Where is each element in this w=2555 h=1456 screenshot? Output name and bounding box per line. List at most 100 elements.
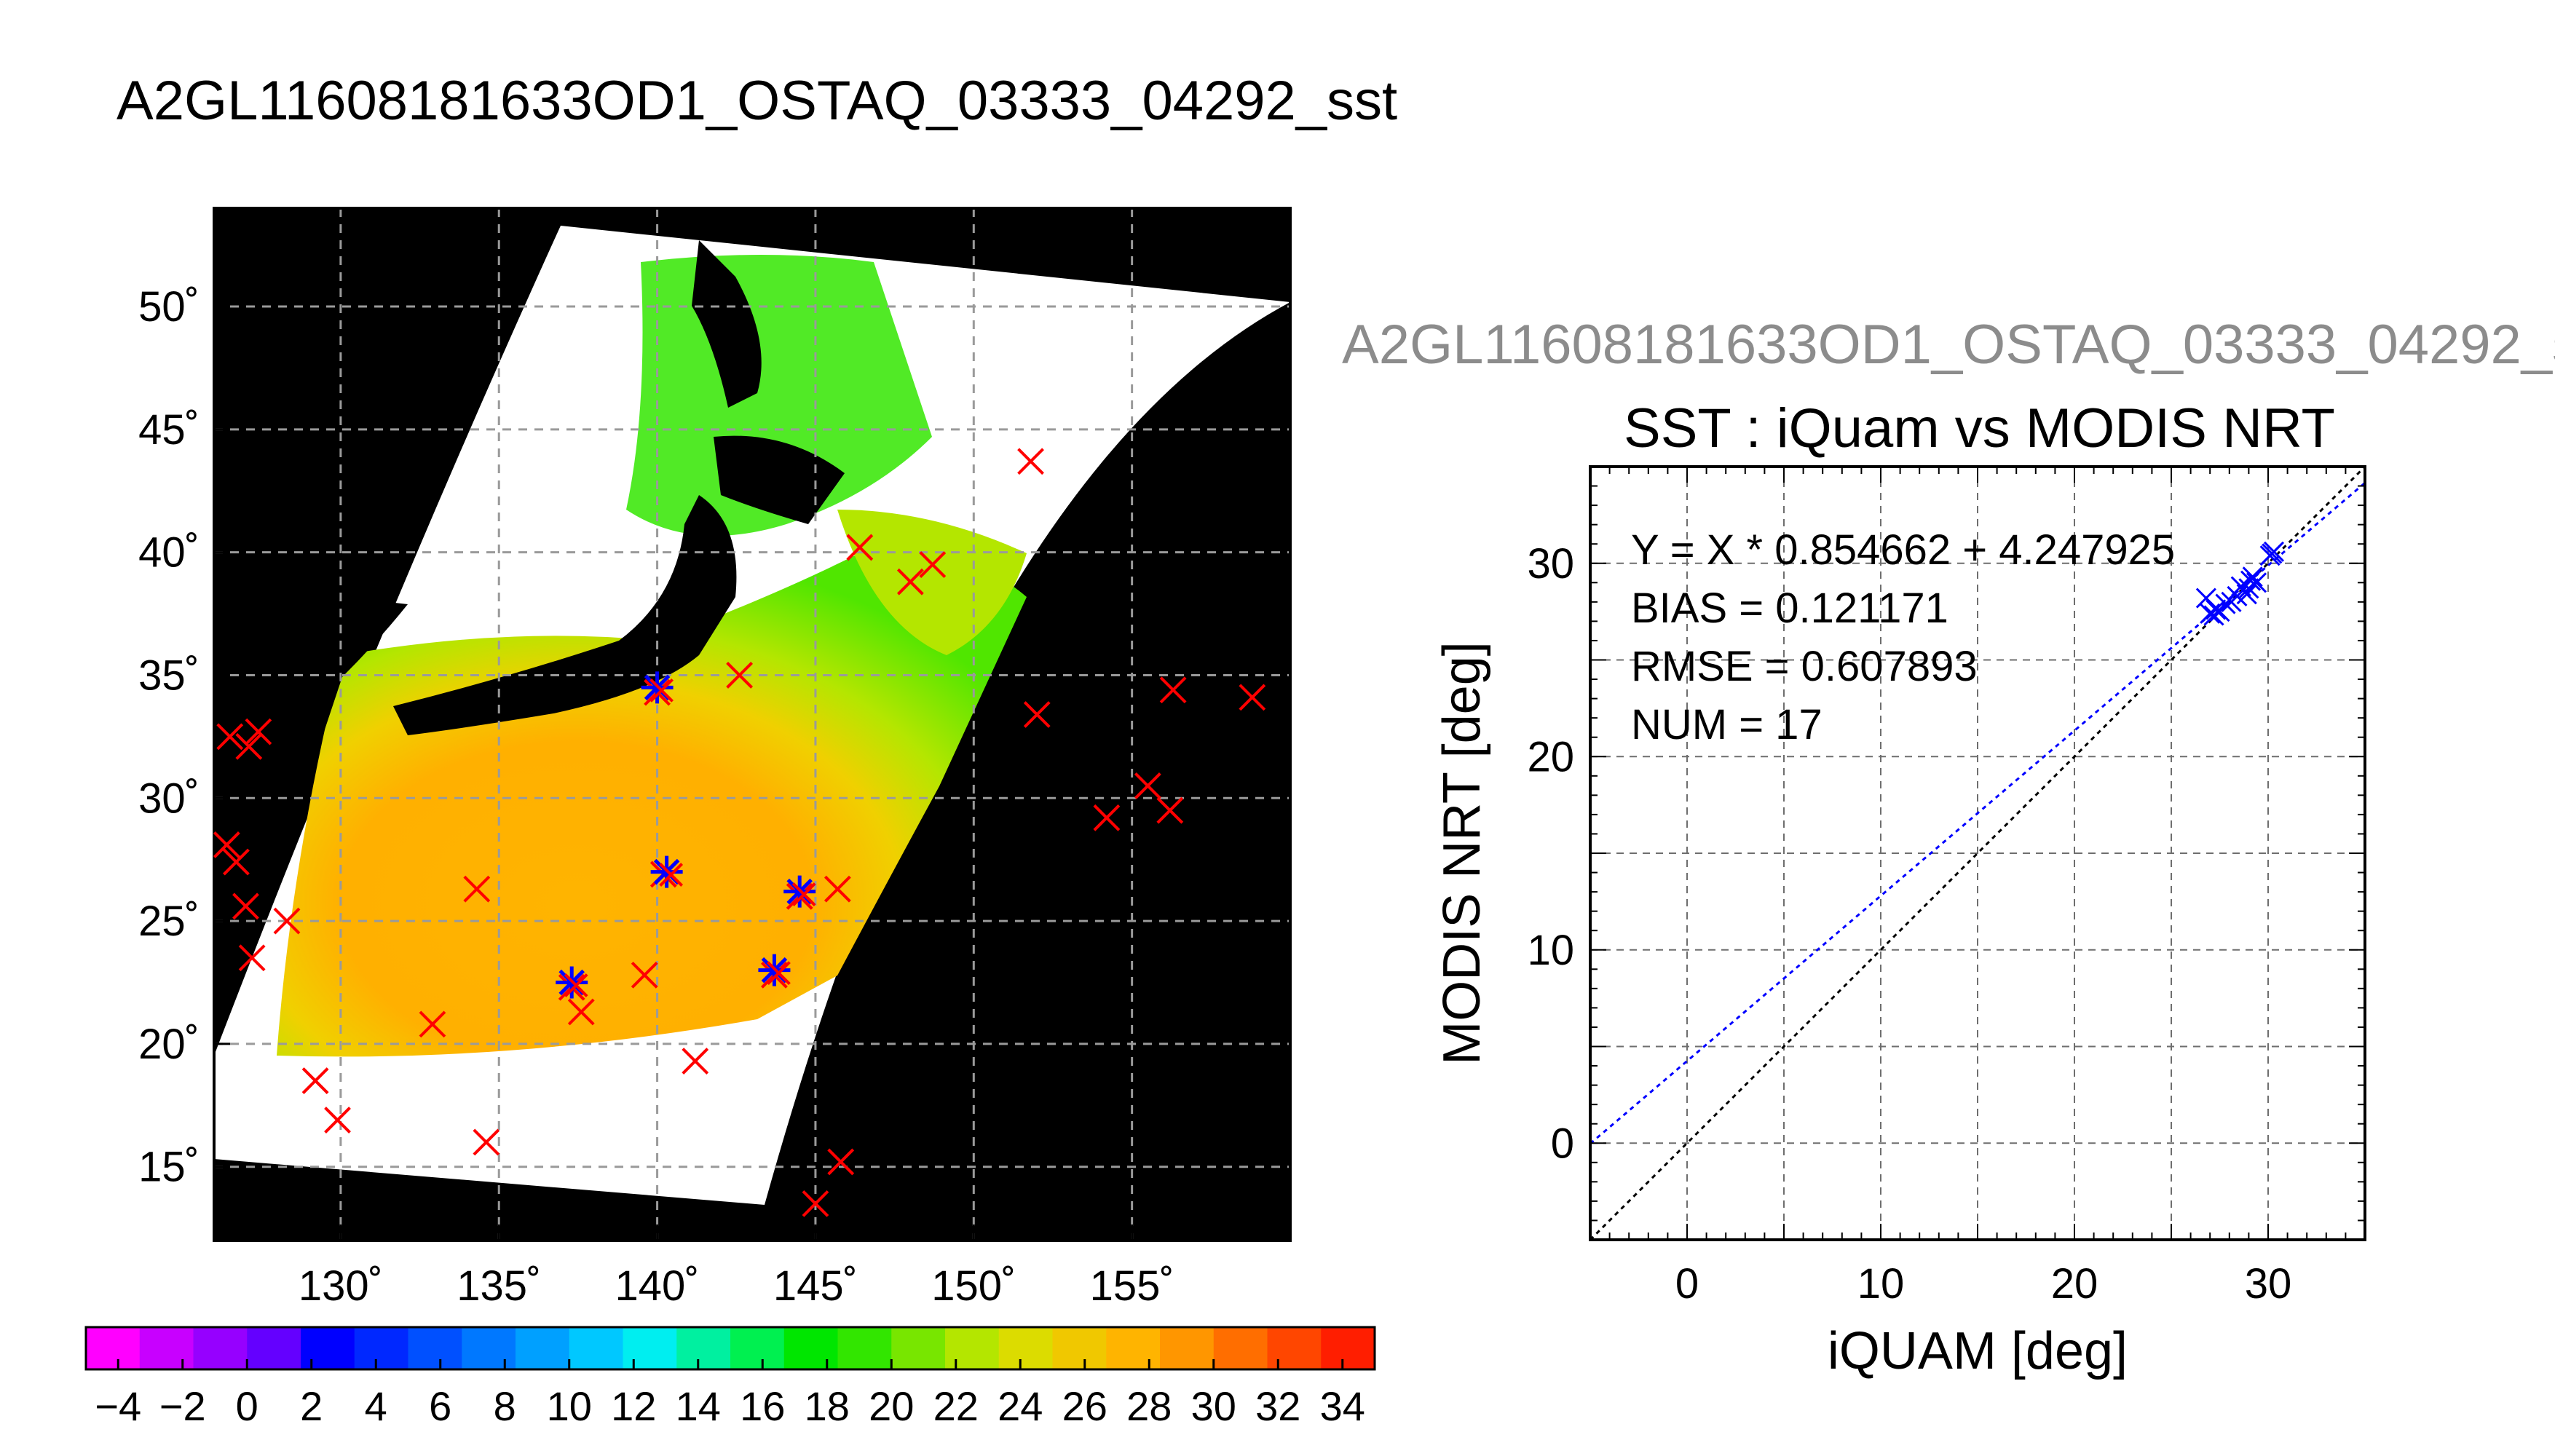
colorbar-swatch xyxy=(301,1327,355,1369)
colorbar-tick-label: 2 xyxy=(300,1383,323,1429)
map-y-tick-label: 30˚ xyxy=(138,775,200,822)
modis-matchup-marker xyxy=(650,855,684,888)
matchup-marker-stroke xyxy=(245,718,272,745)
matchup-marker-stroke xyxy=(631,961,658,989)
scatter-x-tick-label: 0 xyxy=(1675,1260,1699,1307)
map-y-tick-label: 15˚ xyxy=(138,1144,200,1191)
sst-warm-region xyxy=(277,545,1027,1057)
matchup-marker xyxy=(324,1107,351,1133)
colorbar-swatch xyxy=(408,1327,463,1369)
land-hokkaido xyxy=(714,435,845,524)
scatter-title: SST : iQuam vs MODIS NRT xyxy=(1624,397,2335,459)
matchup-marker xyxy=(273,907,301,935)
map-x-tick-label: 150˚ xyxy=(931,1262,1016,1310)
scatter-point xyxy=(2240,570,2262,591)
scatter-point-stroke xyxy=(2205,599,2227,620)
scatter-annotation: NUM = 17 xyxy=(1631,701,1823,748)
scatter-point-stroke xyxy=(2242,566,2263,587)
scatter-y-tick-label: 30 xyxy=(1527,540,1574,587)
scatter-point-stroke xyxy=(2240,570,2262,591)
matchup-marker-stroke xyxy=(824,875,851,903)
matchup-marker xyxy=(238,944,266,972)
matchup-marker-stroke xyxy=(682,1048,709,1075)
matchup-marker-stroke xyxy=(235,732,263,760)
map-y-tick-label: 45˚ xyxy=(138,406,200,454)
matchup-marker xyxy=(463,875,491,903)
colorbar-tick-label: 32 xyxy=(1255,1383,1300,1429)
scatter-figure-title: A2GL11608181633OD1_OSTAQ_03333_04292_s xyxy=(1342,314,2555,376)
matchup-marker xyxy=(232,893,259,920)
map-y-tick-label: 40˚ xyxy=(138,529,200,577)
modis-marker-red-stroke xyxy=(564,973,588,997)
matchup-marker-stroke xyxy=(216,723,244,751)
scatter-annotation: Y = X * 0.854662 + 4.247925 xyxy=(1631,526,2175,574)
matchup-marker xyxy=(567,998,595,1026)
colorbar-tick-label: −4 xyxy=(95,1383,141,1429)
sst-mid-region xyxy=(837,510,1027,655)
colorbar-swatch xyxy=(139,1327,194,1369)
matchup-marker-stroke xyxy=(1134,772,1161,799)
modis-marker-red xyxy=(659,863,684,887)
map-x-tick-label: 135˚ xyxy=(457,1262,541,1310)
colorbar-tick-label: 34 xyxy=(1320,1383,1365,1429)
matchup-marker-stroke xyxy=(919,551,947,578)
scatter-y-tick-label: 0 xyxy=(1551,1120,1574,1167)
map-y-tick-label: 20˚ xyxy=(138,1021,200,1068)
scatter-x-tick-label: 20 xyxy=(2051,1260,2098,1307)
matchup-marker-stroke xyxy=(273,907,301,935)
colorbar-swatch xyxy=(569,1327,624,1369)
matchup-marker-stroke xyxy=(567,998,595,1026)
matchup-marker xyxy=(846,534,874,561)
map-y-tick-label: 50˚ xyxy=(138,283,200,331)
y-axis-label: MODIS NRT [deg] xyxy=(1433,641,1491,1065)
matchup-marker-stroke xyxy=(324,1107,351,1133)
matchup-marker xyxy=(301,1067,329,1094)
map-x-tick-label: 140˚ xyxy=(615,1262,700,1310)
colorbar-swatch xyxy=(837,1327,893,1369)
matchup-marker xyxy=(245,718,272,745)
colorbar-tick-label: −2 xyxy=(159,1383,206,1429)
matchup-marker xyxy=(896,568,924,596)
matchup-marker-stroke xyxy=(802,1190,829,1217)
matchup-marker xyxy=(824,875,851,903)
colorbar-tick-label: 16 xyxy=(740,1383,785,1429)
colorbar-swatch xyxy=(516,1327,570,1369)
modis-marker-red xyxy=(649,678,674,703)
colorbar-tick-label: 30 xyxy=(1191,1383,1236,1429)
colorbar-swatch xyxy=(1213,1327,1268,1369)
scatter-point xyxy=(2262,543,2283,564)
matchup-marker-stroke xyxy=(223,848,250,876)
matchup-marker xyxy=(726,662,754,689)
matchup-marker-stroke xyxy=(827,1148,855,1176)
colorbar-swatch xyxy=(1052,1327,1107,1369)
matchup-marker xyxy=(827,1148,855,1176)
colorbar-tick-label: 8 xyxy=(494,1383,516,1429)
scatter-point xyxy=(2236,584,2257,605)
modis-matchup-marker xyxy=(556,966,588,999)
main-title: A2GL11608181633OD1_OSTAQ_03333_04292_sst xyxy=(117,70,1398,132)
map-x-tick-label: 145˚ xyxy=(773,1262,858,1310)
matchup-marker-stroke xyxy=(846,534,874,561)
matchup-marker xyxy=(682,1048,709,1075)
colorbar-frame xyxy=(84,1326,1376,1371)
modis-marker-red-stroke xyxy=(767,961,791,986)
modis-marker-red xyxy=(564,973,588,997)
colorbar-tick-label: 22 xyxy=(933,1383,979,1429)
scatter-point-stroke xyxy=(2195,587,2216,609)
matchup-marker-stroke xyxy=(463,875,491,903)
matchup-marker xyxy=(216,723,244,751)
scatter-point xyxy=(2205,599,2227,620)
matchup-marker xyxy=(213,831,240,858)
land-sakhalin xyxy=(692,240,762,408)
colorbar-swatch xyxy=(783,1327,839,1369)
matchup-marker-stroke xyxy=(213,831,240,858)
modis-marker-red xyxy=(791,882,816,906)
map-grid xyxy=(214,208,1290,1241)
colorbar-swatch xyxy=(730,1327,785,1369)
modis-matchup-marker xyxy=(783,875,816,908)
colorbar-swatch xyxy=(676,1327,731,1369)
matchup-marker-stroke xyxy=(1159,676,1187,704)
map-y-tick-label: 35˚ xyxy=(138,652,200,699)
matchup-marker-stroke xyxy=(419,1010,446,1038)
